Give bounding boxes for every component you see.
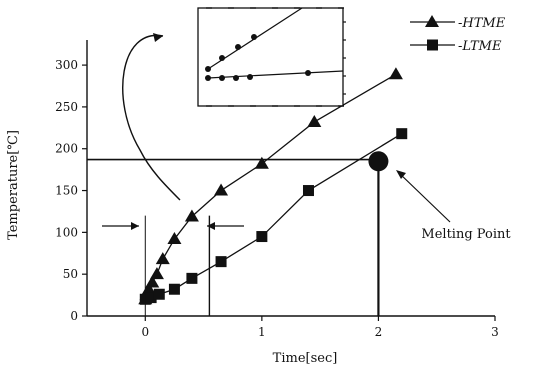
triangle-marker <box>184 209 199 222</box>
legend-square-icon <box>427 39 438 51</box>
triangle-marker <box>254 156 269 169</box>
inset-plot <box>197 7 346 107</box>
triangle-marker <box>149 267 164 280</box>
y-tick-label: 150 <box>55 184 78 198</box>
axes: 0 1 2 3 0 50 100 150 200 250 300 <box>55 40 499 339</box>
legend-triangle-icon <box>425 15 439 27</box>
series-markers <box>138 67 408 305</box>
melting-point-label: Melting Point <box>421 227 511 242</box>
inset-point <box>235 44 241 50</box>
legend: -HTME -LTME <box>410 15 506 54</box>
annotation-arrow-line <box>397 171 451 223</box>
series-lines <box>144 73 403 300</box>
arrowhead-icon <box>396 170 406 179</box>
x-axis-title: Time[sec] <box>273 351 338 366</box>
inset-point <box>205 75 211 81</box>
x-tick-label: 2 <box>375 325 383 339</box>
square-marker <box>302 185 314 197</box>
y-tick-label: 50 <box>63 267 78 281</box>
x-tick-label: 0 <box>141 325 149 339</box>
y-tick-label: 200 <box>55 142 78 156</box>
square-marker <box>396 128 408 140</box>
y-tick-label: 250 <box>55 100 78 114</box>
inset-series-lower <box>207 70 344 79</box>
legend-label: -LTME <box>458 39 502 54</box>
square-marker <box>256 231 268 243</box>
series-line-0 <box>144 73 397 300</box>
triangle-marker <box>155 252 170 265</box>
y-tick-label: 0 <box>70 309 78 323</box>
square-marker <box>153 288 165 300</box>
inset-point <box>219 75 225 81</box>
triangle-marker <box>145 275 160 288</box>
reference-lines <box>87 158 380 316</box>
square-marker <box>215 256 227 268</box>
x-tick-label: 3 <box>491 325 499 339</box>
triangle-marker <box>307 114 322 127</box>
inset-point <box>205 66 211 72</box>
inset-point <box>219 55 225 61</box>
y-tick-label: 300 <box>55 58 78 72</box>
legend-label: -HTME <box>458 16 506 31</box>
x-tick-label: 1 <box>258 325 266 339</box>
square-marker <box>145 292 157 304</box>
triangle-marker <box>167 232 182 245</box>
inset-point <box>251 34 257 40</box>
triangle-marker <box>388 67 403 80</box>
square-marker <box>139 293 151 305</box>
inset-connector-curve <box>122 34 181 201</box>
arrowhead-icon <box>153 33 163 42</box>
series-line-1 <box>145 133 403 300</box>
arrowhead-icon <box>207 222 215 230</box>
annotations: Melting Point <box>122 33 511 242</box>
y-tick-label: 100 <box>55 225 78 239</box>
square-marker <box>168 283 180 295</box>
triangle-marker <box>141 282 156 295</box>
y-axis-title: Temperature[℃] <box>6 130 21 240</box>
inset-point <box>305 70 311 76</box>
triangle-marker <box>214 183 229 196</box>
arrowhead-icon <box>131 222 139 230</box>
melting-point-marker <box>368 151 389 172</box>
square-marker <box>186 272 198 284</box>
inset-point <box>247 74 253 80</box>
inset-point <box>233 75 239 81</box>
